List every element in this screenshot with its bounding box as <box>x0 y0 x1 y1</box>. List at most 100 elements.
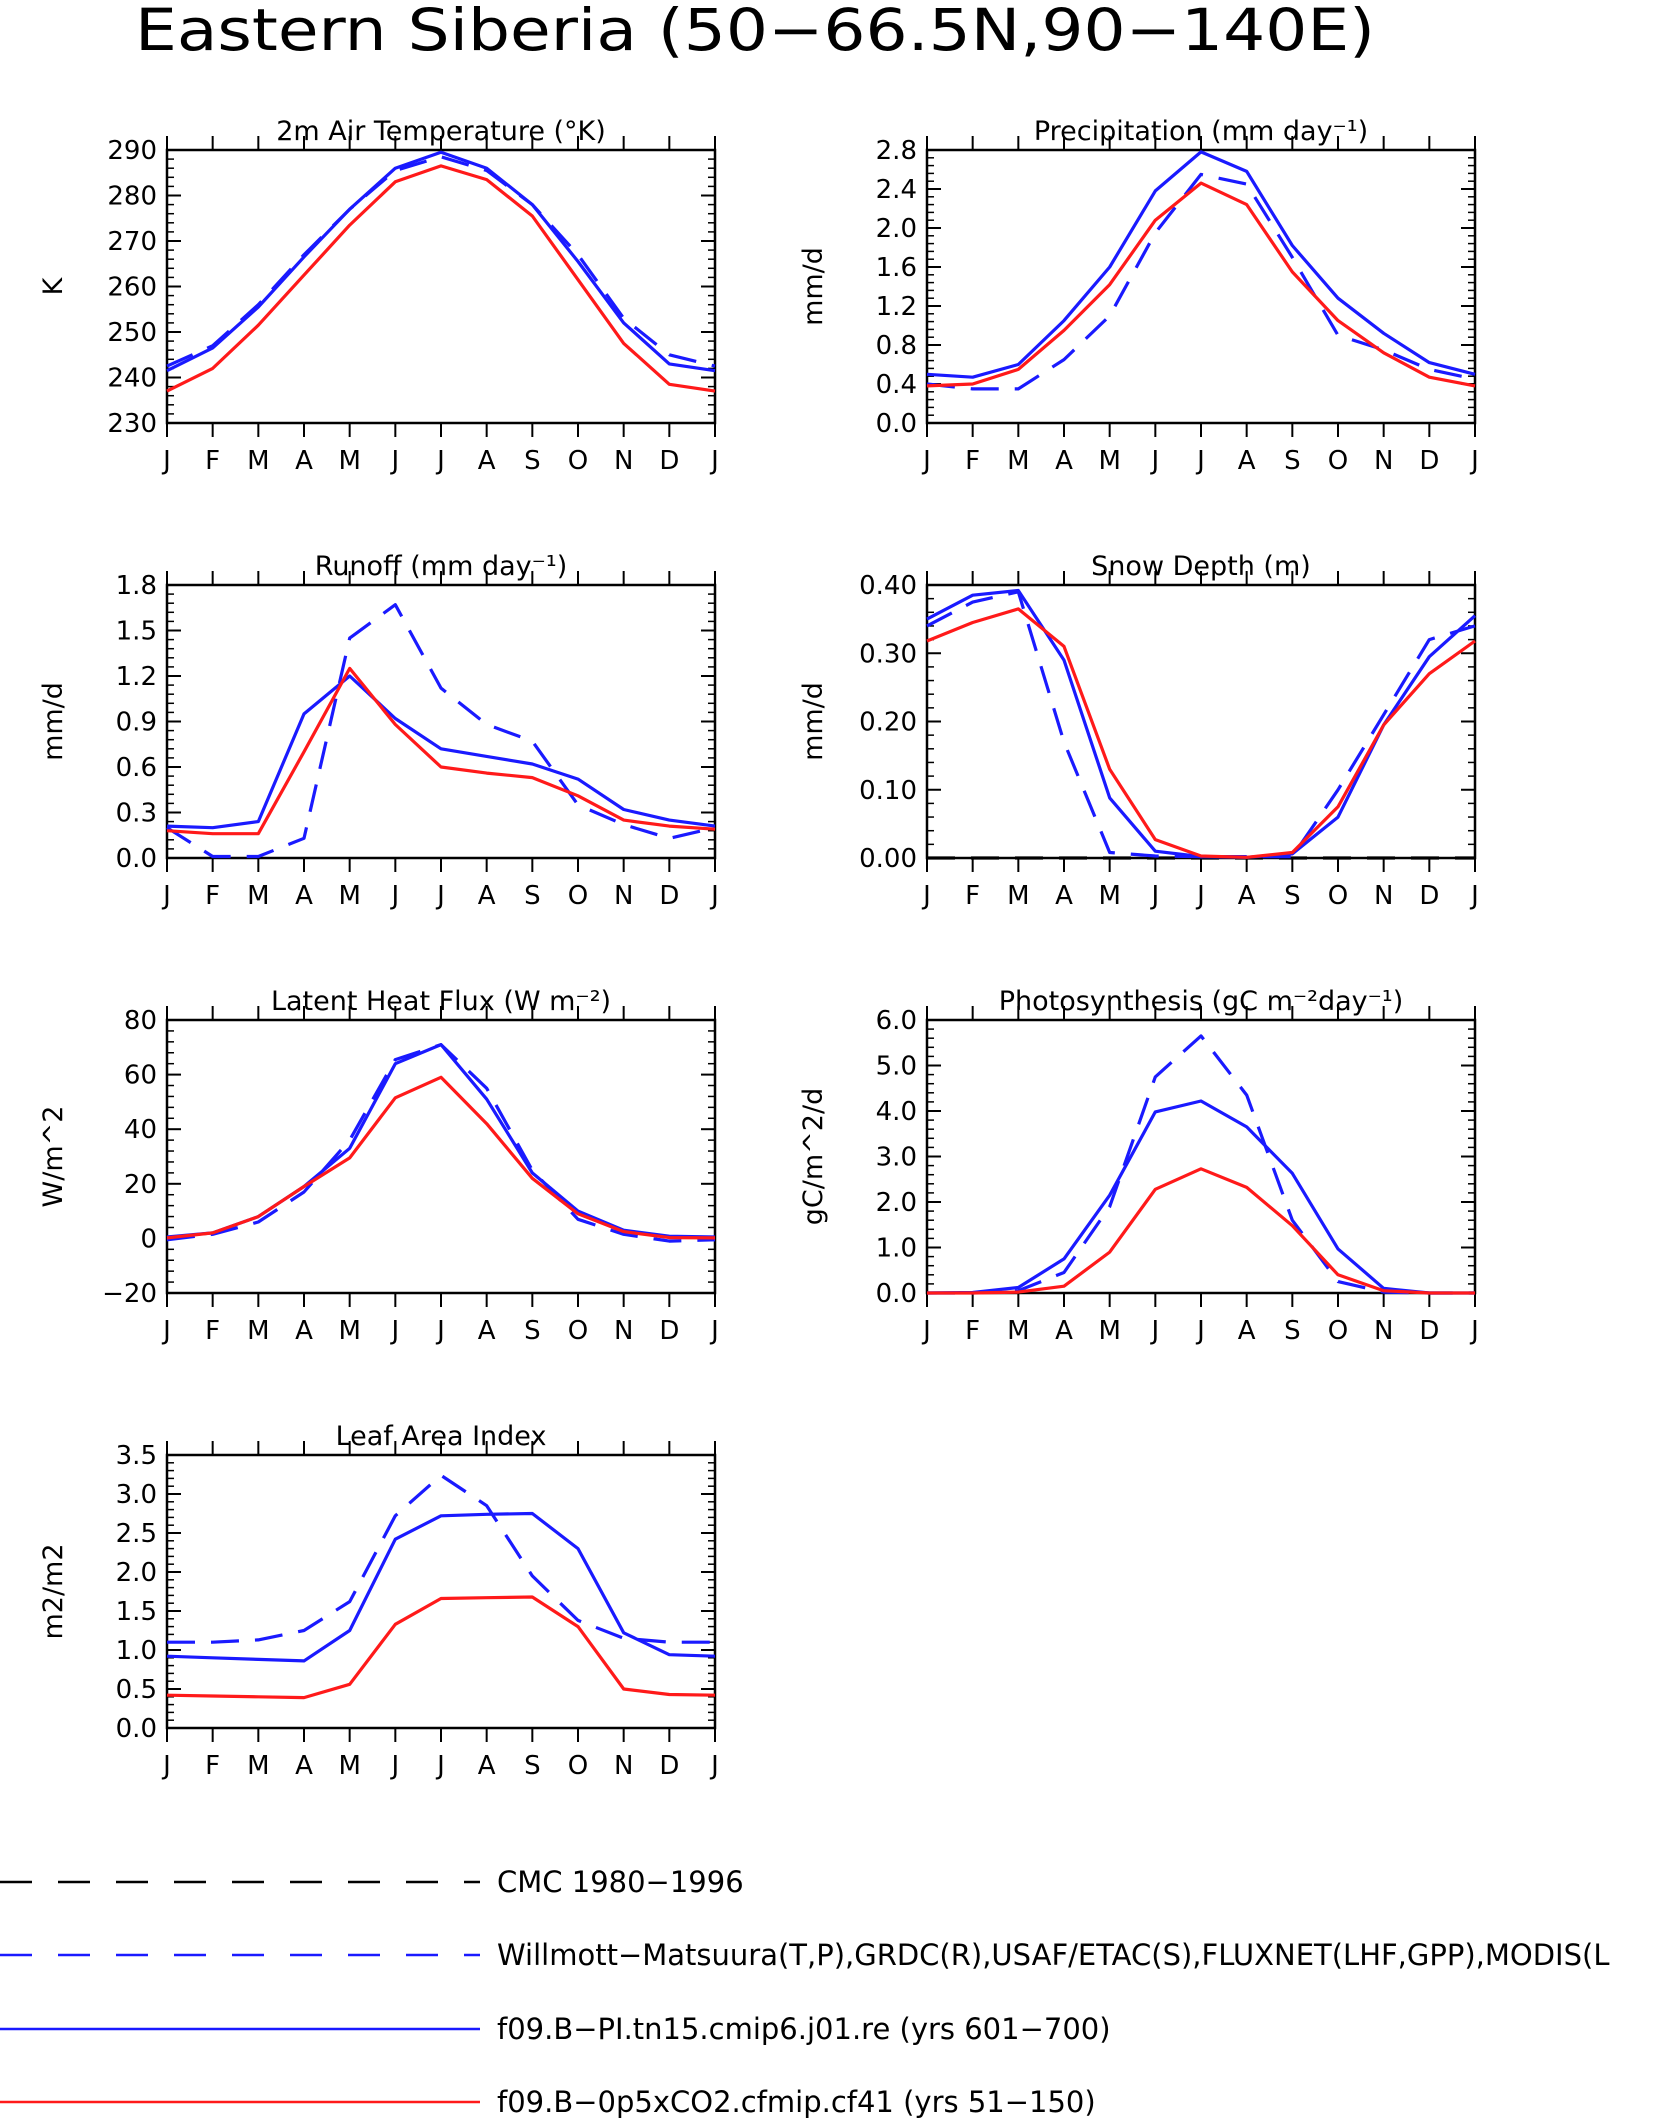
chart-6-xtick-label: J <box>161 1751 171 1781</box>
photosynthesis-panel: Photosynthesis (gC m⁻²day⁻¹)gC/m^2/d0.01… <box>798 986 1479 1346</box>
chart-0-ylabel: K <box>38 276 69 295</box>
chart-5-xtick-label: M <box>1007 1316 1029 1346</box>
chart-2-ytick-label: 1.5 <box>116 617 157 647</box>
chart-3-xtick-label: F <box>965 881 980 911</box>
chart-0-xtick-label: D <box>659 446 679 476</box>
chart-1-series-0-line <box>926 172 1476 391</box>
chart-6-frame <box>165 1453 717 1730</box>
chart-3-xtick-label: J <box>1469 881 1479 911</box>
chart-0-xtick-label: S <box>524 446 541 476</box>
chart-4-series-1-line <box>166 1042 716 1239</box>
chart-5-series-0-line <box>927 1034 1475 1295</box>
chart-1-xtick-label: O <box>1328 446 1348 476</box>
chart-0-xtick-label: F <box>205 446 220 476</box>
chart-0-xtick-label: J <box>709 446 719 476</box>
chart-5-xtick-label: F <box>965 1316 980 1346</box>
chart-6-series-1-line <box>166 1511 716 1663</box>
legend-label-2: f09.B−PI.tn15.cmip6.j01.re (yrs 601−700) <box>497 2012 1111 2046</box>
chart-1-xtick-label: F <box>965 446 980 476</box>
chart-3-xtick-label: S <box>1284 881 1301 911</box>
chart-6-xtick-label: J <box>389 1751 399 1781</box>
chart-4-xtick-label: J <box>709 1316 719 1346</box>
chart-3-series-2-line <box>926 588 1477 859</box>
chart-0-series-1-line <box>166 150 716 373</box>
chart-3-xtick-label: J <box>1149 881 1159 911</box>
chart-1-xtick-label: J <box>921 446 931 476</box>
chart-6-xtick-label: D <box>659 1751 679 1781</box>
chart-2-xtick-label: J <box>709 881 719 911</box>
legend-label-0: CMC 1980−1996 <box>497 1865 744 1899</box>
chart-0-series-2-line <box>166 164 716 393</box>
chart-0-ytick-label: 280 <box>107 182 157 212</box>
chart-4-xtick-label: O <box>568 1316 588 1346</box>
chart-5-ytick-label: 1.0 <box>876 1234 917 1264</box>
chart-2-ytick-label: 0.6 <box>116 753 157 783</box>
chart-1-xtick-label: J <box>1195 446 1205 476</box>
chart-3-ytick-label: 0.40 <box>859 571 917 601</box>
chart-3-ytick-label: 0.00 <box>859 844 917 874</box>
chart-5-xtick-label: M <box>1098 1316 1120 1346</box>
chart-2-xtick-label: N <box>614 881 633 911</box>
chart-1-xtick-label: S <box>1284 446 1301 476</box>
chart-6-series-2-line <box>166 1595 716 1700</box>
chart-5-series-2-line <box>927 1167 1475 1295</box>
chart-1-ylabel: mm/d <box>798 247 829 326</box>
chart-4-xtick-label: S <box>524 1316 541 1346</box>
chart-5-xtick-label: O <box>1328 1316 1348 1346</box>
chart-3-xtick-label: D <box>1419 881 1439 911</box>
chart-5-xtick-label: D <box>1419 1316 1439 1346</box>
chart-1-frame <box>925 148 1477 425</box>
chart-5-xtick-label: J <box>1149 1316 1159 1346</box>
chart-1-ytick-label: 0.0 <box>876 409 917 439</box>
chart-6-xtick-label: M <box>338 1751 360 1781</box>
chart-5-xtick-label: J <box>1195 1316 1205 1346</box>
chart-5-frame <box>925 1018 1477 1295</box>
chart-6-ytick-label: 1.0 <box>116 1636 157 1666</box>
chart-6-ytick-label: 2.5 <box>116 1519 157 1549</box>
chart-5-ytick-label: 3.0 <box>876 1143 917 1173</box>
chart-5-ytick-label: 4.0 <box>876 1097 917 1127</box>
chart-0-frame <box>165 148 717 425</box>
chart-4-series-2-line <box>166 1075 716 1240</box>
chart-0-xtick-label: N <box>614 446 633 476</box>
chart-4-xtick-label: A <box>295 1316 313 1346</box>
chart-6-xtick-label: S <box>524 1751 541 1781</box>
air-temperature-panel: 2m Air Temperature (°K)K2302402502602702… <box>38 116 719 476</box>
chart-4-xtick-label: J <box>389 1316 399 1346</box>
chart-2-xtick-label: M <box>247 881 269 911</box>
chart-0-ytick-label: 230 <box>107 409 157 439</box>
snow-depth-panel: Snow Depth (m)mm/d0.000.100.200.300.40J F… <box>798 551 1479 911</box>
main-title-area: Eastern Siberia (50−66.5N,90−140E) <box>135 0 1375 64</box>
chart-2-ytick-label: 0.3 <box>116 799 157 829</box>
chart-0-ytick-label: 260 <box>107 273 157 303</box>
chart-4-ytick-label: −20 <box>102 1279 157 1309</box>
chart-3-xtick-label: N <box>1374 881 1393 911</box>
chart-3-xtick-label: A <box>1055 881 1073 911</box>
chart-2-frame <box>165 583 717 860</box>
chart-4-frame <box>165 1018 717 1295</box>
chart-4-ytick-label: 60 <box>124 1061 157 1091</box>
chart-5-ytick-label: 5.0 <box>876 1052 917 1082</box>
chart-5-xtick-label: A <box>1055 1316 1073 1346</box>
chart-1-xtick-label: M <box>1098 446 1120 476</box>
chart-5-xtick-label: S <box>1284 1316 1301 1346</box>
chart-2-ytick-label: 1.8 <box>116 571 157 601</box>
chart-4-series-0-line <box>166 1042 716 1243</box>
chart-0-xtick-label: J <box>435 446 445 476</box>
chart-1-xtick-label: A <box>1238 446 1256 476</box>
chart-0-xtick-label: O <box>568 446 588 476</box>
chart-1-xtick-label: N <box>1374 446 1393 476</box>
chart-3-xtick-label: J <box>1195 881 1205 911</box>
chart-4-ytick-label: 0 <box>140 1224 157 1254</box>
chart-2-xtick-label: A <box>295 881 313 911</box>
chart-1-ytick-label: 0.8 <box>876 331 917 361</box>
legend: CMC 1980−1996 Willmott−Matsuura(T,P),GRDC… <box>0 1865 1610 2119</box>
chart-2-xtick-label: J <box>161 881 171 911</box>
chart-2-xtick-label: J <box>389 881 399 911</box>
chart-5-ytick-label: 6.0 <box>876 1006 917 1036</box>
chart-4-xtick-label: M <box>338 1316 360 1346</box>
chart-3-ytick-label: 0.10 <box>859 776 917 806</box>
chart-0-xtick-label: A <box>295 446 313 476</box>
chart-3-xtick-label: M <box>1007 881 1029 911</box>
chart-4-xtick-label: D <box>659 1316 679 1346</box>
